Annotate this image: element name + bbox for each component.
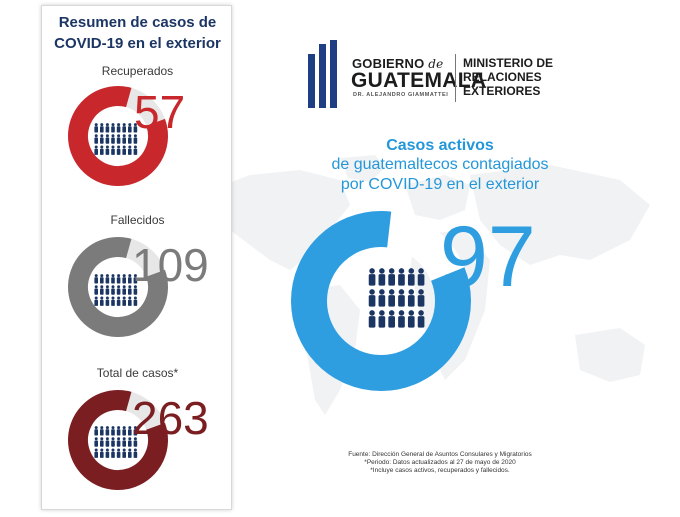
total-value: 263 xyxy=(132,392,209,444)
fallecidos-ring xyxy=(68,237,168,337)
people-icon xyxy=(94,274,138,306)
logo-gobierno: GOBIERNO de xyxy=(352,56,444,71)
fallecidos-value: 109 xyxy=(132,239,209,291)
map-asia xyxy=(470,165,650,265)
recuperados-label: Recuperados xyxy=(101,64,174,78)
total-ring xyxy=(68,390,168,490)
active-subtitle: de guatemaltecos contagiados por COVID-1… xyxy=(331,156,549,193)
fallecidos-label: Fallecidos xyxy=(110,213,165,227)
map-greenland xyxy=(340,155,385,182)
map-australia xyxy=(575,328,645,382)
recuperados-value: 57 xyxy=(134,86,186,138)
people-icon-large xyxy=(368,268,425,328)
active-value: 97 xyxy=(440,209,536,305)
active-title: Casos activos xyxy=(386,137,494,154)
recuperados-ring xyxy=(68,86,168,186)
logo-guatemala: GUATEMALA xyxy=(351,69,487,92)
footer-notes: Fuente: Dirección General de Asuntos Con… xyxy=(348,451,532,474)
logo-separator xyxy=(455,54,456,102)
logo-ministry: MINISTERIO DE RELACIONES EXTERIORES xyxy=(463,56,554,98)
map-europe xyxy=(405,175,470,220)
panel-title: Resumen de casos de COVID-19 en el exter… xyxy=(54,14,221,52)
total-label: Total de casos* xyxy=(96,366,179,380)
people-icon xyxy=(94,123,138,155)
summary-panel: Resumen de casos de COVID-19 en el exter… xyxy=(41,5,232,510)
people-icon xyxy=(94,426,138,458)
gobierno-guatemala-logo: GOBIERNO de GUATEMALA DR. ALEJANDRO GIAM… xyxy=(306,40,566,110)
logo-president: DR. ALEJANDRO GIAMMATTEI xyxy=(353,92,449,98)
active-ring xyxy=(291,211,471,391)
